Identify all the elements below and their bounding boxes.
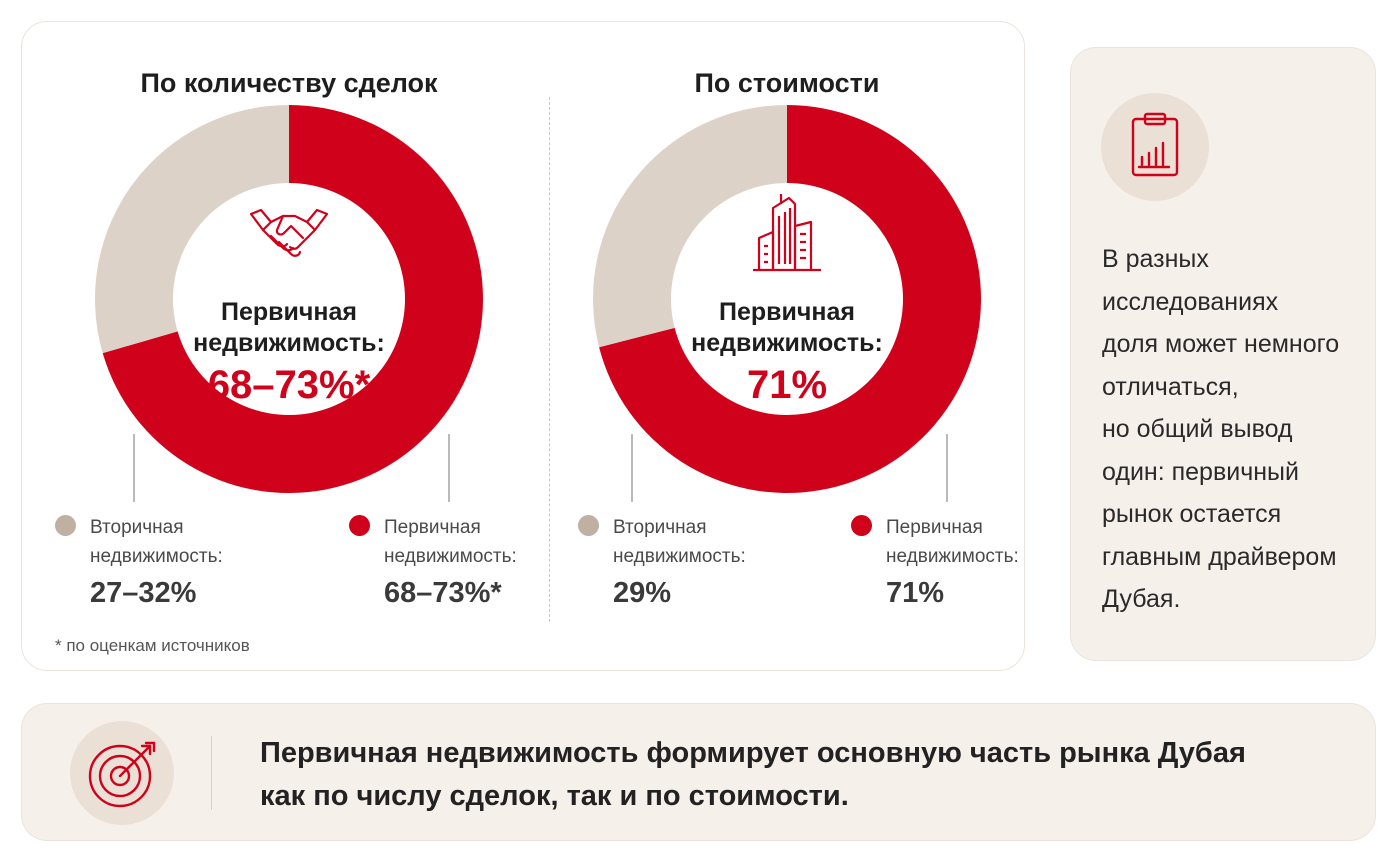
side-note-line: исследованиях	[1102, 287, 1279, 316]
legend-label-line2: недвижимость:	[886, 546, 1019, 567]
chart-title-deals: По количеству сделок	[140, 68, 438, 98]
legend-dot-secondary	[55, 515, 76, 536]
chart-title-value: По стоимости	[694, 68, 880, 98]
conclusion-card: Первичная недвижимость формирует основну…	[21, 703, 1376, 841]
legend-dot-primary	[851, 515, 872, 536]
side-note-text: В разных исследованиях доля может немного о…	[1102, 238, 1362, 621]
donut-chart-deals: Первичная недвижимость: 68–73%*	[95, 105, 483, 502]
side-note-line: но общий вывод	[1102, 415, 1293, 443]
legend-label-line1: Первичная	[384, 517, 481, 538]
donut-slice-secondary	[95, 105, 289, 354]
chart-divider	[549, 97, 550, 622]
clipboard-chart-icon	[1131, 112, 1179, 177]
legend-value: 29%	[613, 577, 672, 609]
center-label-line2: недвижимость:	[193, 329, 385, 357]
center-value: 71%	[747, 363, 827, 407]
conclusion-line1: Первичная недвижимость формирует основну…	[260, 737, 1246, 769]
side-note-line: Дубая.	[1102, 585, 1181, 613]
side-note-line: отличаться,	[1102, 372, 1239, 401]
center-label-line2: недвижимость:	[691, 329, 883, 357]
legend-label-line1: Вторичная	[613, 517, 707, 538]
target-icon	[88, 741, 156, 808]
side-note-line: главным драйвером	[1102, 542, 1337, 571]
icon-badge	[70, 721, 174, 825]
buildings-icon	[753, 194, 821, 272]
side-note-card: В разных исследованиях доля может немного о…	[1070, 47, 1376, 661]
legend-label-line2: недвижимость:	[90, 546, 223, 567]
legend-label-line1: Вторичная	[90, 517, 184, 538]
legend-value: 27–32%	[90, 577, 197, 609]
donut-slice-secondary	[593, 105, 787, 348]
icon-badge	[1101, 93, 1209, 201]
side-note-line: один: первичный	[1102, 457, 1299, 486]
center-value: 68–73%*	[208, 363, 371, 407]
side-note-line: В разных	[1102, 245, 1209, 273]
side-note-line: доля может немного	[1102, 330, 1340, 358]
donut-slice-primary	[102, 105, 483, 494]
legend-label-line1: Первичная	[886, 517, 983, 538]
center-label-line1: Первичная	[221, 298, 357, 326]
legend-value: 68–73%*	[384, 577, 502, 609]
legend-dot-primary	[349, 515, 370, 536]
donut-slice-primary	[599, 105, 981, 493]
legend-label-line2: недвижимость:	[384, 546, 517, 567]
conclusion-line2: как по числу сделок, так и по стоимости.	[260, 780, 849, 812]
legend-label-line2: недвижимость:	[613, 546, 746, 567]
handshake-icon	[249, 208, 329, 257]
donut-chart-value: Первичная недвижимость: 71%	[593, 105, 981, 502]
charts-card: По количеству сделок По стоимости Первич…	[21, 21, 1025, 671]
legend-dot-secondary	[578, 515, 599, 536]
side-note-line: рынок остается	[1102, 500, 1282, 528]
legend-value: 71%	[886, 577, 945, 609]
center-label-line1: Первичная	[719, 298, 855, 326]
conclusion-divider	[211, 736, 212, 810]
footnote: * по оценкам источников	[55, 636, 250, 655]
conclusion-text: Первичная недвижимость формирует основну…	[260, 732, 1320, 818]
